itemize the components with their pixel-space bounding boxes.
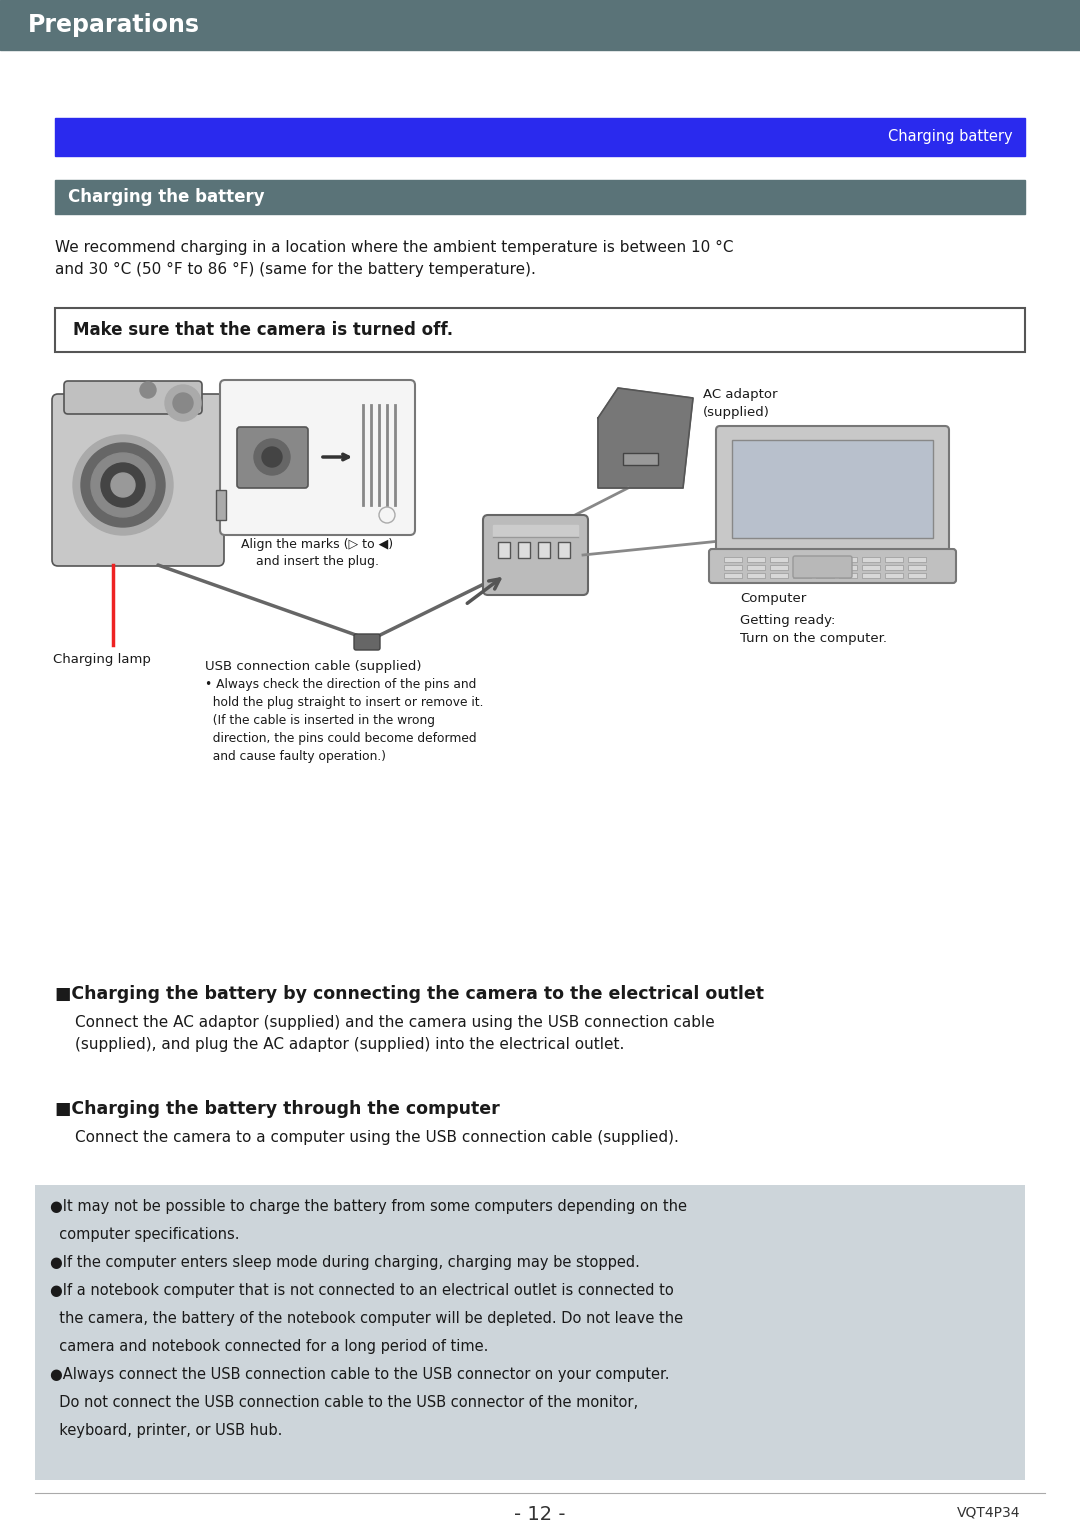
- Circle shape: [165, 385, 201, 421]
- Circle shape: [73, 434, 173, 536]
- Text: camera and notebook connected for a long period of time.: camera and notebook connected for a long…: [50, 1339, 488, 1354]
- Circle shape: [254, 439, 291, 474]
- Circle shape: [262, 447, 282, 467]
- Bar: [724, 573, 742, 579]
- FancyBboxPatch shape: [52, 394, 224, 566]
- Text: the camera, the battery of the notebook computer will be depleted. Do not leave : the camera, the battery of the notebook …: [50, 1311, 684, 1326]
- Bar: [724, 565, 742, 569]
- Text: (supplied), and plug the AC adaptor (supplied) into the electrical outlet.: (supplied), and plug the AC adaptor (sup…: [75, 1038, 624, 1051]
- Text: and cause faulty operation.): and cause faulty operation.): [205, 751, 386, 763]
- Text: Connect the AC adaptor (supplied) and the camera using the USB connection cable: Connect the AC adaptor (supplied) and th…: [75, 1015, 715, 1030]
- Text: ●Always connect the USB connection cable to the USB connector on your computer.: ●Always connect the USB connection cable…: [50, 1368, 670, 1382]
- Circle shape: [140, 382, 156, 398]
- Bar: [816, 573, 834, 579]
- Bar: [55, 118, 1025, 157]
- Bar: [908, 573, 926, 579]
- Bar: [862, 573, 880, 579]
- FancyBboxPatch shape: [483, 516, 588, 596]
- Bar: [862, 565, 880, 569]
- Text: We recommend charging in a location where the ambient temperature is between 10 : We recommend charging in a location wher…: [55, 239, 733, 255]
- Bar: [839, 557, 858, 562]
- Circle shape: [81, 444, 165, 527]
- Text: - 12 -: - 12 -: [514, 1504, 566, 1524]
- FancyBboxPatch shape: [64, 381, 202, 414]
- Bar: [908, 557, 926, 562]
- Bar: [747, 573, 765, 579]
- Text: Make sure that the camera is turned off.: Make sure that the camera is turned off.: [73, 321, 454, 339]
- FancyBboxPatch shape: [708, 550, 956, 583]
- Bar: [55, 309, 1025, 352]
- Text: ●It may not be possible to charge the battery from some computers depending on t: ●It may not be possible to charge the ba…: [50, 1199, 687, 1214]
- FancyBboxPatch shape: [716, 427, 949, 554]
- Bar: [770, 573, 788, 579]
- FancyBboxPatch shape: [220, 381, 415, 536]
- Text: Getting ready:
Turn on the computer.: Getting ready: Turn on the computer.: [740, 614, 887, 645]
- Bar: [498, 542, 510, 559]
- Text: keyboard, printer, or USB hub.: keyboard, printer, or USB hub.: [50, 1423, 282, 1438]
- Text: Connect the camera to a computer using the USB connection cable (supplied).: Connect the camera to a computer using t…: [75, 1130, 679, 1145]
- Text: Do not connect the USB connection cable to the USB connector of the monitor,: Do not connect the USB connection cable …: [50, 1395, 638, 1411]
- Bar: [793, 565, 811, 569]
- Text: ■Charging the battery through the computer: ■Charging the battery through the comput…: [55, 1101, 500, 1117]
- Bar: [538, 542, 550, 559]
- Bar: [885, 573, 903, 579]
- Circle shape: [102, 464, 145, 507]
- Bar: [816, 557, 834, 562]
- Text: computer specifications.: computer specifications.: [50, 1226, 240, 1242]
- Bar: [55, 180, 1025, 213]
- Text: and 30 °C (50 °F to 86 °F) (same for the battery temperature).: and 30 °C (50 °F to 86 °F) (same for the…: [55, 262, 536, 276]
- Bar: [793, 573, 811, 579]
- Circle shape: [173, 393, 193, 413]
- Bar: [732, 441, 933, 537]
- Bar: [885, 557, 903, 562]
- Bar: [862, 557, 880, 562]
- Bar: [885, 565, 903, 569]
- Text: Align the marks (▷ to ◀)
and insert the plug.: Align the marks (▷ to ◀) and insert the …: [241, 537, 393, 568]
- Text: direction, the pins could become deformed: direction, the pins could become deforme…: [205, 732, 476, 744]
- Text: Charging lamp: Charging lamp: [53, 652, 151, 666]
- Bar: [724, 557, 742, 562]
- Text: ●If the computer enters sleep mode during charging, charging may be stopped.: ●If the computer enters sleep mode durin…: [50, 1256, 639, 1269]
- Text: hold the plug straight to insert or remove it.: hold the plug straight to insert or remo…: [205, 695, 484, 709]
- Text: USB connection cable (supplied): USB connection cable (supplied): [205, 660, 421, 672]
- Bar: [623, 453, 658, 465]
- Bar: [839, 573, 858, 579]
- Bar: [793, 557, 811, 562]
- Text: AC adaptor
(supplied): AC adaptor (supplied): [703, 388, 778, 419]
- Text: Computer: Computer: [740, 593, 807, 605]
- FancyBboxPatch shape: [793, 556, 852, 579]
- Text: ●If a notebook computer that is not connected to an electrical outlet is connect: ●If a notebook computer that is not conn…: [50, 1283, 674, 1299]
- Bar: [518, 542, 530, 559]
- Text: ■Charging the battery by connecting the camera to the electrical outlet: ■Charging the battery by connecting the …: [55, 985, 764, 1002]
- Bar: [908, 565, 926, 569]
- Circle shape: [111, 473, 135, 497]
- Bar: [216, 490, 226, 520]
- Text: Preparations: Preparations: [28, 12, 200, 37]
- Bar: [816, 565, 834, 569]
- Polygon shape: [598, 388, 693, 488]
- Bar: [747, 557, 765, 562]
- Bar: [839, 565, 858, 569]
- Bar: [0, 0, 1080, 51]
- Text: VQT4P34: VQT4P34: [957, 1504, 1020, 1520]
- Text: Charging battery: Charging battery: [889, 129, 1013, 144]
- Text: Charging the battery: Charging the battery: [68, 187, 265, 206]
- Bar: [558, 542, 570, 559]
- Bar: [770, 557, 788, 562]
- FancyBboxPatch shape: [237, 427, 308, 488]
- FancyBboxPatch shape: [354, 634, 380, 649]
- Circle shape: [91, 453, 156, 517]
- Bar: [35, 1185, 1025, 1480]
- Text: (If the cable is inserted in the wrong: (If the cable is inserted in the wrong: [205, 714, 435, 728]
- Bar: [492, 525, 578, 537]
- Text: • Always check the direction of the pins and: • Always check the direction of the pins…: [205, 678, 476, 691]
- Bar: [747, 565, 765, 569]
- Bar: [770, 565, 788, 569]
